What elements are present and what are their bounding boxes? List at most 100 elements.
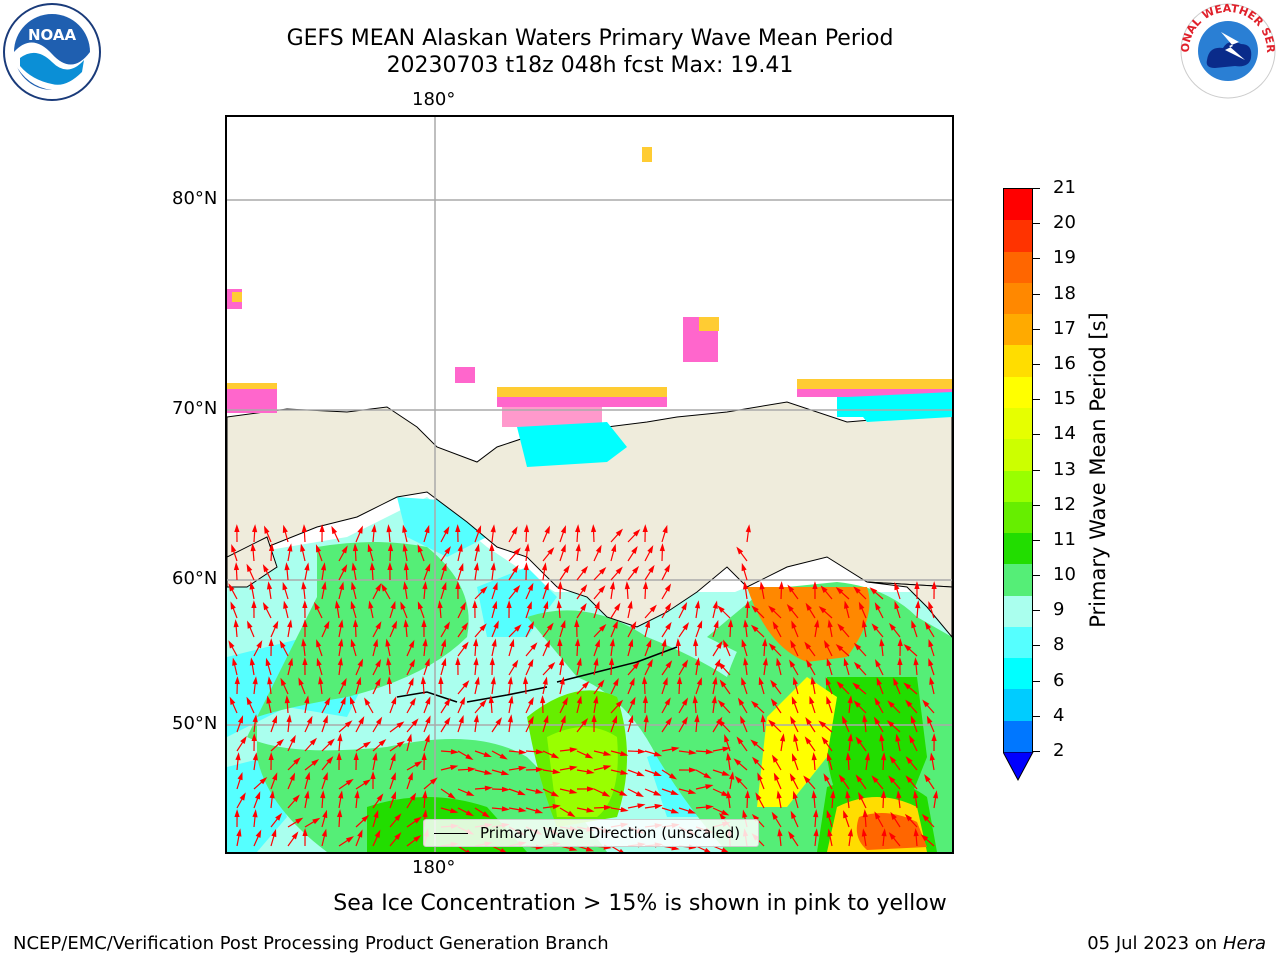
direction-arrow-head xyxy=(268,543,275,552)
colorbar-tick-label: 10 xyxy=(1053,564,1076,586)
direction-arrow-head xyxy=(826,752,832,762)
direction-arrow-head xyxy=(334,600,341,609)
direction-arrow-head xyxy=(682,622,690,631)
colorbar-tick-mark xyxy=(1033,328,1040,330)
direction-arrow-head xyxy=(789,659,796,668)
direction-arrow-head xyxy=(897,657,903,666)
direction-arrow-head xyxy=(681,659,689,668)
direction-arrow-head xyxy=(881,828,887,837)
direction-arrow-head xyxy=(466,849,470,852)
direction-arrow-head xyxy=(422,581,428,590)
direction-arrow-head xyxy=(420,676,427,685)
colorbar-tick-mark xyxy=(1033,751,1040,752)
direction-arrow-head xyxy=(874,697,881,706)
footer-credit: NCEP/EMC/Verification Post Processing Pr… xyxy=(13,933,609,954)
direction-arrow-head xyxy=(316,639,322,648)
direction-arrow-head xyxy=(413,816,422,824)
direction-arrow-head xyxy=(479,623,487,632)
direction-arrow-head xyxy=(724,734,730,743)
direction-arrow-head xyxy=(694,657,701,666)
direction-arrow-head xyxy=(449,808,459,814)
direction-arrow-head xyxy=(810,676,816,685)
direction-arrow-head xyxy=(717,699,726,708)
direction-arrow-head xyxy=(687,808,697,814)
direction-arrow-head xyxy=(304,790,310,799)
direction-arrow-head xyxy=(594,600,600,610)
direction-arrow-head xyxy=(904,813,913,822)
direction-arrow-head xyxy=(421,752,427,761)
direction-arrow-head xyxy=(647,658,653,668)
direction-arrow-head xyxy=(721,847,729,852)
direction-arrow-head xyxy=(581,565,589,574)
direction-arrow-head xyxy=(813,809,819,818)
direction-arrow-head xyxy=(665,717,673,726)
direction-arrow-head xyxy=(283,600,289,609)
lat-label-80: 80°N xyxy=(172,188,218,209)
direction-arrow-head xyxy=(670,789,679,795)
direction-arrow-head xyxy=(813,828,819,837)
direction-arrow-head xyxy=(847,695,853,704)
direction-arrow-head xyxy=(717,719,725,727)
direction-arrow-head xyxy=(337,657,343,666)
direction-arrow-head xyxy=(386,676,393,685)
direction-arrow-head xyxy=(518,749,527,755)
direction-arrow-head xyxy=(703,772,712,779)
direction-arrow-head xyxy=(776,790,782,799)
direction-arrow-head xyxy=(441,562,447,572)
direction-arrow-head xyxy=(250,543,256,552)
direction-arrow-head xyxy=(391,620,398,629)
direction-arrow-head xyxy=(688,767,697,773)
direction-arrow-head xyxy=(855,774,863,783)
direction-arrow-head xyxy=(268,752,274,761)
direction-arrow-head xyxy=(279,640,286,649)
direction-arrow-head xyxy=(387,562,393,571)
direction-arrow-head xyxy=(644,619,651,628)
colorbar-segment xyxy=(1004,376,1032,409)
direction-arrow-head xyxy=(736,546,744,555)
direction-arrow-head xyxy=(292,794,300,803)
direction-arrow-head xyxy=(547,547,555,555)
direction-arrow-head xyxy=(826,809,832,819)
direction-arrow-head xyxy=(811,790,817,799)
direction-arrow-head xyxy=(669,773,678,780)
direction-arrow-head xyxy=(444,716,451,725)
direction-arrow-head xyxy=(321,828,327,837)
direction-arrow-head xyxy=(575,524,581,533)
direction-arrow-head xyxy=(424,733,430,743)
wave-field-yellow xyxy=(757,677,837,807)
direction-arrow-head xyxy=(563,565,570,574)
direction-arrow-head xyxy=(350,638,356,648)
direction-arrow-head xyxy=(237,715,244,724)
direction-arrow-head xyxy=(251,600,257,609)
direction-arrow-head xyxy=(905,699,913,708)
direction-arrow-head xyxy=(598,566,607,575)
direction-arrow-head xyxy=(462,680,470,688)
direction-arrow-head xyxy=(741,677,747,686)
direction-arrow-head xyxy=(873,716,881,725)
direction-arrow-head xyxy=(302,619,308,628)
direction-arrow-head xyxy=(408,639,415,648)
direction-arrow-head xyxy=(268,638,274,647)
direction-arrow-head xyxy=(500,848,507,852)
direction-arrow-head xyxy=(913,828,919,837)
direction-arrow-head xyxy=(759,581,765,590)
direction-arrow-head xyxy=(544,525,551,534)
direction-arrow-head xyxy=(284,695,290,704)
direction-arrow-head xyxy=(632,661,640,670)
direction-arrow-head xyxy=(390,772,396,781)
direction-arrow-head xyxy=(888,775,896,784)
direction-arrow-head xyxy=(396,740,405,748)
colorbar-tick-mark xyxy=(1033,645,1040,647)
direction-arrow-head xyxy=(790,715,796,725)
direction-arrow-head xyxy=(287,657,293,666)
direction-arrow-head xyxy=(230,601,236,610)
direction-arrow-head xyxy=(403,562,409,571)
direction-arrow-head xyxy=(351,581,357,590)
direction-arrow-head xyxy=(351,562,357,571)
colorbar-tick-label: 17 xyxy=(1053,317,1076,339)
direction-arrow-head xyxy=(630,621,637,630)
colorbar-tick-mark xyxy=(1033,504,1040,506)
direction-arrow-head xyxy=(560,714,566,724)
direction-arrow-head xyxy=(396,721,405,729)
wave-field-orange xyxy=(747,587,870,662)
